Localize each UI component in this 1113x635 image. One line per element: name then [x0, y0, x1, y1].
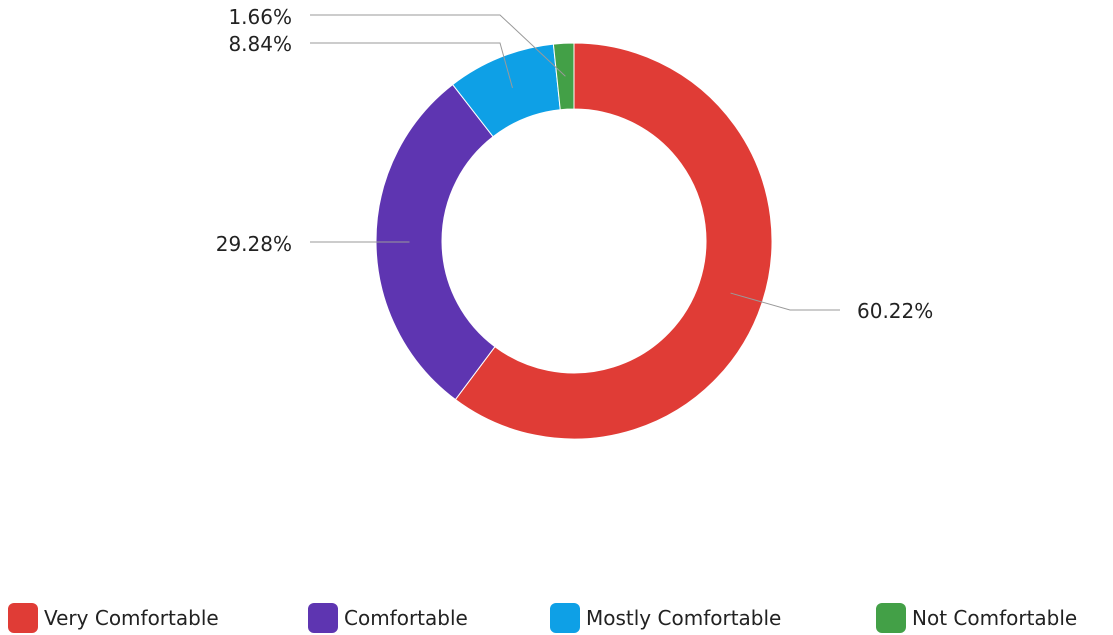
legend-swatch-comfortable	[308, 603, 338, 633]
legend-swatch-not-comfortable	[876, 603, 906, 633]
legend-swatch-very-comfortable	[8, 603, 38, 633]
data-label-very-comfortable: 60.22%	[857, 299, 933, 323]
data-label-mostly-comfortable: 8.84%	[228, 32, 292, 56]
legend-item-very-comfortable[interactable]: Very Comfortable	[8, 601, 219, 635]
legend-label-very-comfortable: Very Comfortable	[44, 606, 219, 630]
legend-item-mostly-comfortable[interactable]: Mostly Comfortable	[550, 601, 781, 635]
data-label-comfortable: 29.28%	[216, 232, 292, 256]
data-label-not-comfortable: 1.66%	[228, 5, 292, 29]
legend-label-mostly-comfortable: Mostly Comfortable	[586, 606, 781, 630]
legend-swatch-mostly-comfortable	[550, 603, 580, 633]
chart-slices	[376, 43, 772, 439]
legend-label-comfortable: Comfortable	[344, 606, 468, 630]
legend-item-not-comfortable[interactable]: Not Comfortable	[876, 601, 1077, 635]
chart-legend: Very Comfortable Comfortable Mostly Comf…	[8, 601, 1113, 635]
legend-label-not-comfortable: Not Comfortable	[912, 606, 1077, 630]
legend-item-comfortable[interactable]: Comfortable	[308, 601, 468, 635]
